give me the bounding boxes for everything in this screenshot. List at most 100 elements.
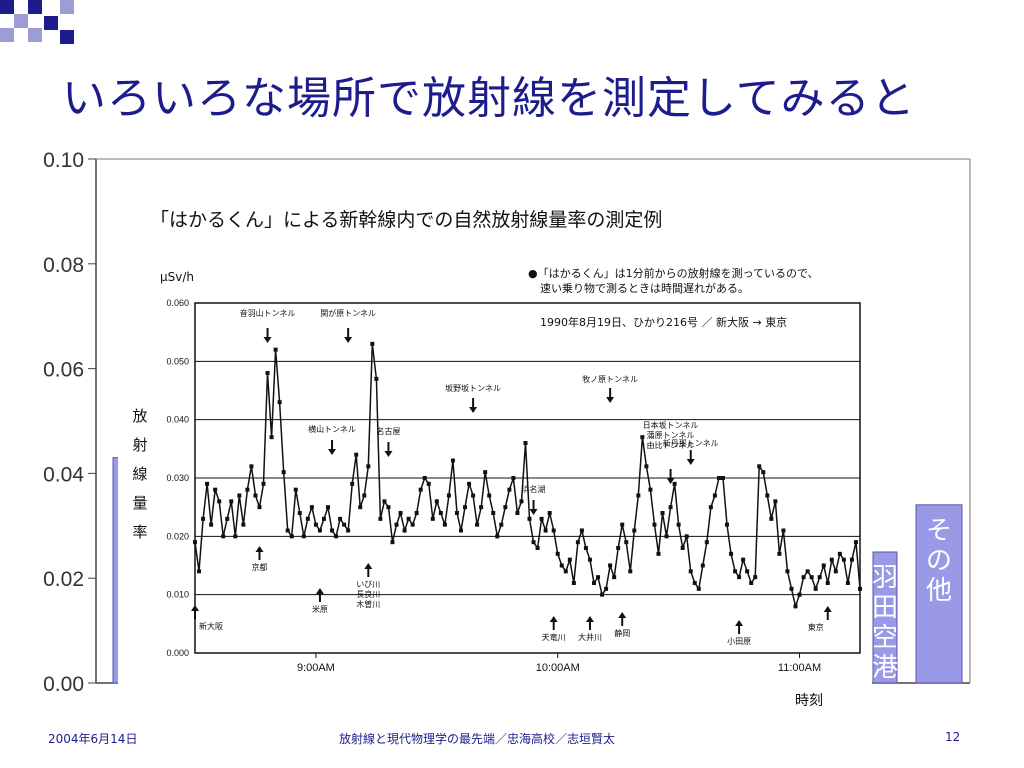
data-point xyxy=(386,505,391,510)
annotation: 新丹那トンネル xyxy=(663,438,719,465)
data-point xyxy=(293,487,298,492)
data-point xyxy=(213,487,218,492)
data-point xyxy=(841,557,846,562)
data-point xyxy=(636,493,641,498)
annotation: 音羽山トンネル xyxy=(240,308,295,343)
data-point xyxy=(531,540,536,545)
down-arrow-icon xyxy=(328,449,337,455)
data-point xyxy=(592,581,596,585)
corner-decoration xyxy=(0,0,74,44)
inset-chart-title: 「はかるくん」による新幹線内での自然放射線量率の測定例 xyxy=(150,209,663,231)
data-point xyxy=(853,540,858,545)
bg-bar xyxy=(915,504,963,684)
data-point xyxy=(551,528,556,533)
data-point xyxy=(277,400,282,405)
deco-square-3 xyxy=(28,0,42,14)
annotation-label: 新大阪 xyxy=(199,621,223,631)
data-point xyxy=(354,452,359,457)
data-point xyxy=(708,505,713,510)
bg-bar-label: そ xyxy=(926,516,952,546)
bg-bar xyxy=(872,551,898,684)
x-axis-label: 時刻 xyxy=(795,693,823,709)
down-arrow-icon xyxy=(606,397,615,403)
data-point xyxy=(672,481,677,486)
y-tick-label: 0.040 xyxy=(166,415,189,425)
data-point xyxy=(817,575,822,580)
data-point xyxy=(394,522,399,527)
annotation-label: 小田原 xyxy=(727,637,751,646)
data-point xyxy=(773,499,778,504)
annotation-label: 浜名湖 xyxy=(522,484,546,494)
data-point xyxy=(289,534,294,539)
data-point xyxy=(511,476,516,480)
data-point xyxy=(261,481,266,486)
data-point xyxy=(745,569,750,574)
down-arrow-icon xyxy=(344,337,353,343)
data-point xyxy=(563,569,568,574)
annotation: 坂野坂トンネル xyxy=(445,383,501,413)
deco-square-1 xyxy=(0,0,14,14)
bg-y-tick-label: 0.02 xyxy=(43,568,84,591)
data-point xyxy=(374,376,379,381)
bg-bar-label: 羽 xyxy=(872,563,898,593)
data-point xyxy=(733,569,738,574)
data-point xyxy=(523,441,528,445)
data-point xyxy=(330,528,335,533)
deco-square-7 xyxy=(60,30,74,44)
annotation: 関が原トンネル xyxy=(320,308,376,343)
data-point xyxy=(366,464,371,469)
data-point xyxy=(761,470,766,475)
annotation: 新大阪 xyxy=(191,605,223,631)
deco-square-6 xyxy=(60,0,74,14)
measurement-note: ●「はかるくん」は1分前からの放射線を測っているので、 速い乗り物で測るときは時… xyxy=(528,266,819,296)
data-point xyxy=(753,575,758,580)
data-point xyxy=(442,522,447,527)
data-point xyxy=(483,470,488,475)
data-point xyxy=(801,575,806,580)
bg-bar-label: 田 xyxy=(872,593,898,623)
data-point xyxy=(567,557,572,562)
up-arrow-icon xyxy=(585,616,594,622)
data-point xyxy=(410,522,415,527)
deco-square-8 xyxy=(0,28,14,42)
data-point xyxy=(422,476,427,480)
data-point xyxy=(491,511,496,515)
data-point xyxy=(696,586,701,591)
data-point xyxy=(648,487,653,492)
data-point xyxy=(499,522,504,527)
deco-square-2 xyxy=(14,14,28,28)
y-tick-label: 0.030 xyxy=(166,473,189,483)
data-point xyxy=(257,505,262,510)
slide-title: いろいろな場所で放射線を測定してみると xyxy=(62,73,916,124)
bg-y-tick-label: 0.08 xyxy=(43,254,84,277)
data-point xyxy=(221,534,226,539)
data-point xyxy=(616,546,621,550)
data-point xyxy=(487,493,492,498)
annotation-label: 名古屋 xyxy=(376,426,400,436)
annotation: 静岡 xyxy=(614,612,630,638)
data-point xyxy=(837,551,842,556)
data-point xyxy=(587,557,592,562)
data-point xyxy=(467,481,472,486)
bg-bar-label: 他 xyxy=(926,576,952,606)
annotation-label: 天竜川 xyxy=(542,632,566,642)
up-arrow-icon xyxy=(255,546,264,552)
note-line-1: ●「はかるくん」は1分前からの放射線を測っているので、 xyxy=(528,267,819,280)
data-point xyxy=(426,481,431,486)
data-point xyxy=(829,557,834,562)
up-arrow-icon xyxy=(549,616,558,622)
up-arrow-icon xyxy=(823,606,832,612)
data-point xyxy=(479,505,484,510)
down-arrow-icon xyxy=(666,478,675,484)
annotation-label: 京都 xyxy=(251,562,267,572)
data-point xyxy=(475,522,480,527)
data-point xyxy=(858,586,862,591)
y-axis-label-char: 線 xyxy=(132,465,148,483)
data-point xyxy=(217,499,222,504)
y-axis-label-char: 率 xyxy=(132,523,148,541)
data-point xyxy=(350,481,355,486)
up-arrow-icon xyxy=(618,612,627,618)
data-point xyxy=(729,551,734,556)
y-tick-label: 0.050 xyxy=(166,356,189,366)
